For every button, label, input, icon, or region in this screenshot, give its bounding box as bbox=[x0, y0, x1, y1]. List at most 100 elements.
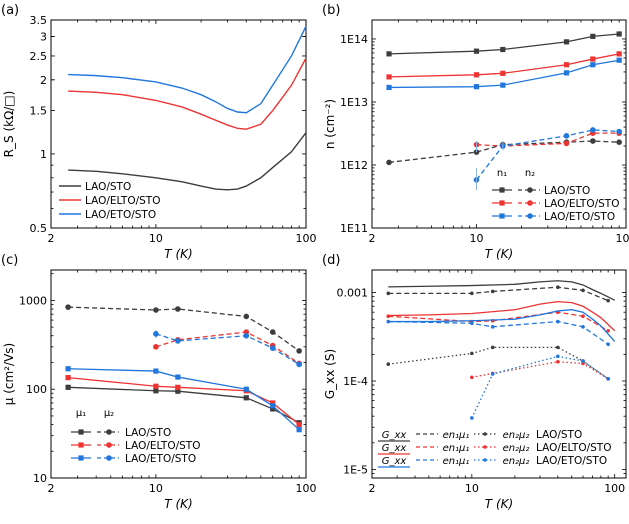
legend-marker bbox=[499, 200, 505, 206]
data-point bbox=[296, 421, 302, 428]
y-axis-label: R_S (kΩ/□) bbox=[2, 91, 16, 158]
series-line-0 bbox=[68, 386, 300, 424]
data-point bbox=[175, 384, 181, 390]
data-point bbox=[590, 138, 596, 144]
data-point bbox=[65, 304, 71, 310]
data-point bbox=[386, 314, 391, 319]
data-point bbox=[386, 159, 392, 166]
legend-label: en₂μ₂ bbox=[503, 443, 530, 454]
data-point bbox=[175, 388, 181, 394]
x-tick-label: 2 bbox=[48, 232, 55, 245]
y-axis-label: n (cm⁻²) bbox=[323, 99, 337, 149]
plot-frame bbox=[50, 269, 307, 479]
data-point bbox=[606, 298, 610, 303]
series-line-7 bbox=[388, 320, 609, 345]
y-tick-label: 1000 bbox=[19, 294, 47, 307]
data-point bbox=[563, 133, 570, 139]
panel-label: (c) bbox=[1, 253, 18, 268]
legend-marker bbox=[483, 445, 487, 449]
data-point bbox=[65, 366, 71, 372]
series-line-4 bbox=[388, 311, 609, 332]
data-point bbox=[590, 56, 596, 62]
y-tick-label: 1 bbox=[40, 148, 47, 161]
data-point bbox=[386, 291, 391, 296]
plot-frame bbox=[371, 269, 627, 479]
data-point bbox=[473, 48, 480, 54]
data-point bbox=[470, 291, 474, 296]
y-tick-label: 3 bbox=[40, 30, 47, 43]
data-point bbox=[470, 416, 474, 420]
legend-header: n₂ bbox=[525, 168, 535, 179]
y-axis-label: μ (cm²/Vs) bbox=[2, 343, 16, 405]
series-line-2 bbox=[68, 368, 300, 431]
data-point bbox=[153, 344, 159, 350]
panel-a: (a) 2 10 100 0.5 1 1.5 2 2.5 3 3.5 T (K) R_S (kΩ/□) L… bbox=[1, 3, 317, 261]
y-tick-label: 1.5 bbox=[30, 105, 48, 118]
legend-label: LAO/ELTO/STO bbox=[125, 440, 201, 452]
data-point bbox=[270, 403, 276, 409]
y-tick-label: 0.5 bbox=[30, 222, 48, 235]
legend-label: LAO/ETO/STO bbox=[536, 455, 607, 467]
y-tick-label: 1E14 bbox=[340, 33, 368, 46]
data-point bbox=[153, 368, 159, 374]
data-point bbox=[563, 70, 570, 76]
legend-header: n₁ bbox=[497, 168, 507, 179]
legend-label: en₁μ₁ bbox=[443, 443, 470, 454]
data-point bbox=[590, 127, 596, 133]
legend-label: LAO/STO bbox=[85, 181, 131, 193]
data-point bbox=[296, 427, 302, 433]
legend-marker bbox=[499, 187, 505, 193]
data-point bbox=[556, 319, 560, 324]
data-point bbox=[175, 306, 181, 312]
data-point bbox=[500, 82, 506, 88]
legend-label: LAO/ETO/STO bbox=[544, 211, 615, 223]
data-point bbox=[153, 388, 159, 394]
legend-label: en₁μ₁ bbox=[443, 430, 470, 441]
data-point bbox=[606, 328, 610, 333]
x-axis-label: T (K) bbox=[485, 247, 513, 261]
legend-label: en₂μ₂ bbox=[503, 430, 530, 441]
data-point bbox=[490, 372, 495, 376]
legend-marker bbox=[78, 442, 84, 448]
series-line-1 bbox=[388, 286, 609, 302]
legend-marker bbox=[106, 455, 112, 461]
legend-label: en₂μ₂ bbox=[503, 456, 530, 467]
data-point bbox=[65, 384, 71, 390]
series-line-3 bbox=[68, 306, 300, 352]
y-tick-label: 2 bbox=[40, 74, 47, 87]
data-point bbox=[296, 348, 302, 354]
legend-label: LAO/ELTO/STO bbox=[85, 195, 161, 207]
data-point bbox=[153, 307, 159, 313]
y-tick-label: 3.5 bbox=[30, 14, 48, 27]
data-point bbox=[175, 374, 181, 380]
legend-label: en₁μ₁ bbox=[443, 456, 470, 467]
x-tick-label: 10 bbox=[469, 232, 483, 245]
y-tick-label: 1E-4 bbox=[343, 375, 368, 388]
data-point bbox=[386, 362, 391, 366]
x-tick-label: 2 bbox=[369, 482, 376, 495]
legend-marker bbox=[527, 200, 533, 206]
plot-frame bbox=[50, 19, 307, 229]
data-point bbox=[616, 51, 622, 57]
data-point bbox=[473, 72, 480, 78]
legend-marker bbox=[78, 455, 84, 461]
x-tick-label: 100 bbox=[604, 482, 625, 495]
data-point bbox=[556, 345, 560, 350]
y-tick-label: 0.001 bbox=[337, 287, 369, 300]
panel-label: (d) bbox=[322, 253, 340, 268]
data-point bbox=[243, 332, 250, 339]
legend-label: LAO/ETO/STO bbox=[125, 453, 196, 465]
legend-marker bbox=[78, 429, 84, 435]
panel-b: (b) 2 10 100 1E11 1E12 1E13 1E14 T (K) n (cm⁻²) n₁… bbox=[322, 3, 629, 261]
data-point bbox=[65, 375, 71, 381]
legend-header: μ₁ bbox=[76, 408, 86, 419]
legend-label: LAO/STO bbox=[536, 429, 582, 441]
series-line-0 bbox=[388, 280, 615, 301]
data-point bbox=[616, 31, 622, 37]
data-point bbox=[590, 33, 596, 39]
y-tick-label: 1E11 bbox=[340, 222, 368, 235]
data-point bbox=[490, 289, 495, 294]
data-point bbox=[581, 314, 585, 319]
